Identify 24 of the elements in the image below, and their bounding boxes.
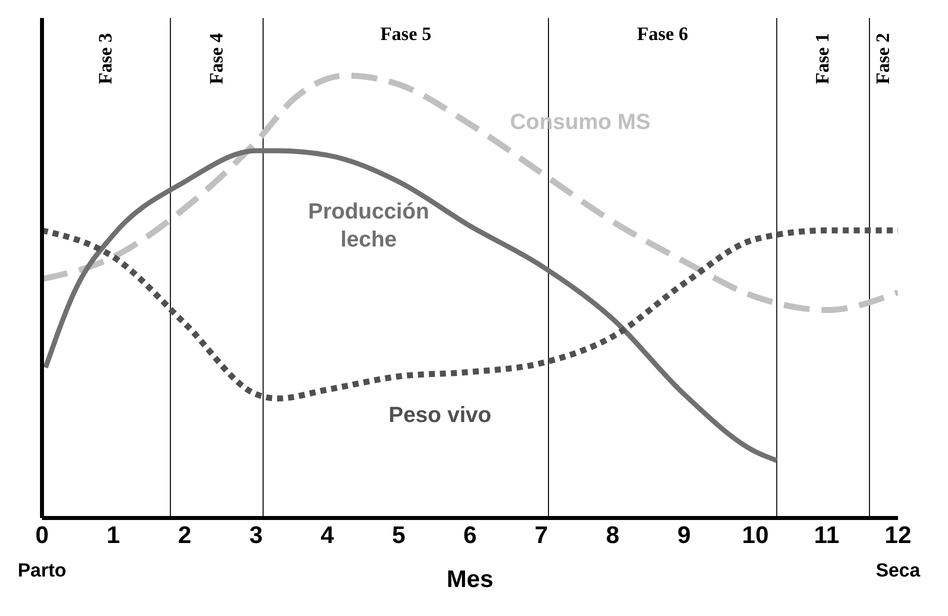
annotation: Fase 3: [96, 33, 117, 84]
x-tick-label: 8: [606, 522, 620, 550]
x-tick-label: 9: [677, 522, 691, 550]
annotation: Fase 1: [812, 33, 834, 84]
annotation: Fase 2: [873, 33, 894, 84]
x-tick-label: 1: [106, 522, 120, 550]
x-axis-title: Mes: [446, 566, 494, 594]
x-tick-label: 0: [35, 522, 49, 550]
series-label: Peso vivo: [388, 402, 492, 427]
x-tick-label: 11: [814, 522, 840, 550]
text: Seca: [876, 560, 921, 582]
x-tick-label: 10: [742, 522, 769, 550]
text: Parto: [18, 560, 66, 582]
x-tick-label: 12: [884, 522, 912, 550]
text: Fase 6: [637, 24, 688, 45]
x-tick-label: 6: [463, 522, 477, 550]
x-tick-label: 3: [249, 522, 263, 550]
x-tick-label: 7: [534, 522, 548, 550]
x-tick-label: 4: [320, 522, 335, 550]
annotation: Fase 4: [206, 32, 228, 84]
series-label: Producción leche: [308, 198, 430, 252]
x-tick-label: 2: [178, 522, 192, 550]
x-tick-label: 5: [392, 522, 406, 550]
text: Fase 5: [380, 24, 432, 45]
